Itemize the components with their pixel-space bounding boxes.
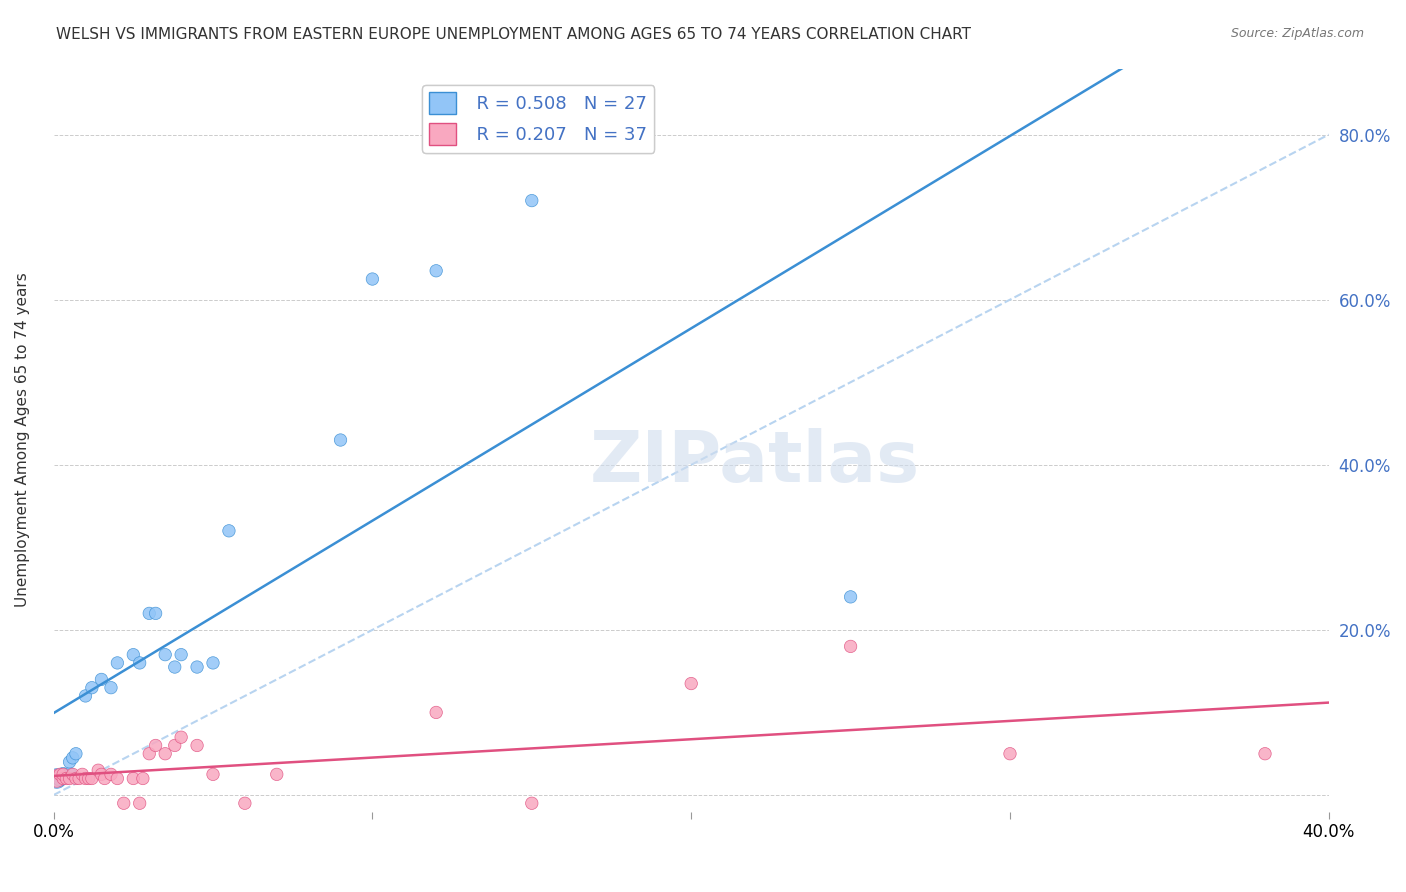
- Point: [361, 272, 384, 286]
- Point: [72, 767, 94, 781]
- Text: WELSH VS IMMIGRANTS FROM EASTERN EUROPE UNEMPLOYMENT AMONG AGES 65 TO 74 YEARS C: WELSH VS IMMIGRANTS FROM EASTERN EUROPE …: [56, 27, 972, 42]
- Point: [170, 730, 193, 744]
- Point: [170, 648, 193, 662]
- Point: [145, 739, 167, 753]
- Point: [105, 656, 128, 670]
- Point: [52, 772, 75, 786]
- Point: [681, 676, 703, 690]
- Point: [62, 767, 84, 781]
- Point: [163, 660, 186, 674]
- Point: [100, 767, 122, 781]
- Point: [425, 264, 447, 278]
- Legend:   R = 0.508   N = 27,   R = 0.207   N = 37: R = 0.508 N = 27, R = 0.207 N = 37: [422, 85, 654, 153]
- Point: [186, 660, 208, 674]
- Point: [90, 673, 112, 687]
- Point: [153, 648, 176, 662]
- Point: [520, 194, 543, 208]
- Point: [186, 739, 208, 753]
- Point: [80, 681, 103, 695]
- Point: [153, 747, 176, 761]
- Point: [520, 797, 543, 811]
- Point: [55, 772, 77, 786]
- Point: [128, 797, 150, 811]
- Point: [45, 772, 67, 786]
- Point: [218, 524, 240, 538]
- Point: [58, 772, 80, 786]
- Point: [77, 772, 100, 786]
- Point: [998, 747, 1021, 761]
- Point: [329, 433, 352, 447]
- Point: [45, 772, 67, 786]
- Point: [49, 772, 72, 786]
- Point: [201, 656, 224, 670]
- Point: [80, 772, 103, 786]
- Point: [138, 747, 160, 761]
- Point: [87, 763, 110, 777]
- Point: [839, 590, 862, 604]
- Text: Source: ZipAtlas.com: Source: ZipAtlas.com: [1230, 27, 1364, 40]
- Point: [49, 767, 72, 781]
- Point: [52, 767, 75, 781]
- Point: [1254, 747, 1277, 761]
- Point: [128, 656, 150, 670]
- Point: [122, 772, 145, 786]
- Text: ZIPatlas: ZIPatlas: [591, 428, 920, 497]
- Point: [75, 772, 97, 786]
- Point: [122, 648, 145, 662]
- Point: [145, 607, 167, 621]
- Point: [839, 640, 862, 654]
- Point: [65, 747, 87, 761]
- Point: [105, 772, 128, 786]
- Point: [90, 767, 112, 781]
- Point: [67, 772, 90, 786]
- Point: [266, 767, 288, 781]
- Y-axis label: Unemployment Among Ages 65 to 74 years: Unemployment Among Ages 65 to 74 years: [15, 273, 30, 607]
- Point: [138, 607, 160, 621]
- Point: [233, 797, 256, 811]
- Point: [201, 767, 224, 781]
- Point: [58, 755, 80, 769]
- Point: [62, 751, 84, 765]
- Point: [93, 772, 115, 786]
- Point: [100, 681, 122, 695]
- Point: [425, 706, 447, 720]
- Point: [65, 772, 87, 786]
- Point: [132, 772, 155, 786]
- Point: [163, 739, 186, 753]
- Point: [112, 797, 135, 811]
- Point: [52, 767, 75, 781]
- Point: [75, 689, 97, 703]
- Point: [58, 767, 80, 781]
